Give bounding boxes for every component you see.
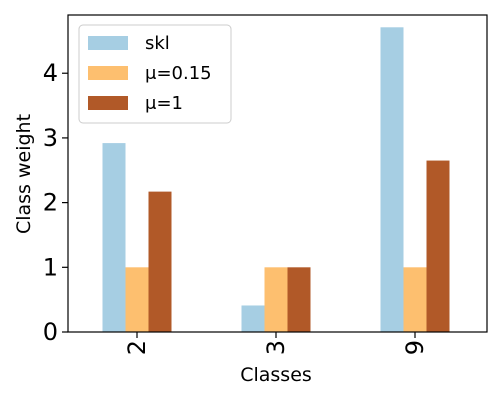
- legend-swatch-1: [88, 36, 128, 50]
- bar-2-class-2: [125, 267, 149, 332]
- bar-1-class-3: [241, 305, 265, 332]
- bar-3-class-2: [148, 191, 172, 332]
- legend-swatch-3: [88, 96, 128, 110]
- bar-2-class-9: [403, 267, 427, 332]
- bar-1-class-2: [102, 143, 126, 332]
- y-tick-label: 1: [43, 253, 58, 281]
- bar-3-class-3: [287, 267, 311, 332]
- legend-label-1: skl: [145, 33, 170, 54]
- y-axis-title: Class weight: [13, 114, 35, 234]
- bar-3-class-9: [426, 160, 450, 332]
- x-tick-label-3: 3: [262, 340, 290, 355]
- legend-label-2: μ=0.15: [145, 63, 212, 84]
- y-tick-label: 4: [43, 59, 58, 87]
- x-axis-title: Classes: [240, 364, 312, 386]
- x-tick-label-9: 9: [401, 340, 429, 355]
- legend-label-3: μ=1: [145, 93, 183, 114]
- x-tick-label-2: 2: [123, 340, 151, 355]
- y-tick-label: 0: [43, 318, 58, 346]
- bars-layer: [102, 27, 450, 332]
- y-tick-label: 3: [43, 124, 58, 152]
- plot-frame: [67, 14, 488, 333]
- y-axis: 0 1 2 3 4: [43, 59, 68, 346]
- bar-1-class-9: [380, 27, 404, 332]
- legend-swatch-2: [88, 66, 128, 80]
- x-axis: 2 3 9: [123, 332, 429, 355]
- legend: skl μ=0.15 μ=1: [78, 24, 232, 124]
- y-tick-label: 2: [43, 189, 58, 217]
- bar-2-class-3: [264, 267, 288, 332]
